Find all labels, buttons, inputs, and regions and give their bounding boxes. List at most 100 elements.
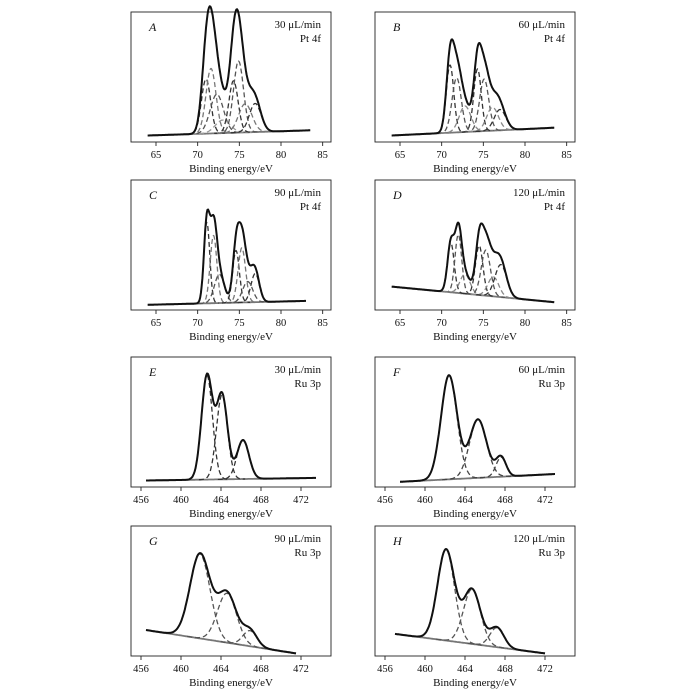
spectrum-envelope (145, 552, 297, 655)
chart-panel-d: 65 70 75 80 85 Binding energy/eV D 120 μL/min Pt… (374, 179, 576, 343)
x-tick-label: 80 (520, 318, 531, 329)
x-axis-label: Binding energy/eV (189, 163, 273, 175)
fit-component-peak (226, 280, 269, 304)
fit-component-peak (461, 68, 494, 133)
fit-component-peak (198, 273, 241, 305)
x-axis-label: Binding energy/eV (433, 331, 517, 343)
x-tick-label: 468 (253, 495, 269, 506)
flow-rate-label: 60 μL/min (518, 19, 565, 31)
fit-component-peak (157, 553, 243, 646)
fit-component-peak (217, 60, 260, 134)
spectrum-envelope (147, 5, 311, 137)
panel-letter: C (149, 188, 158, 202)
fit-component-peak (442, 418, 514, 481)
flow-rate-label: 90 μL/min (274, 187, 321, 199)
orbital-label: Ru 3p (294, 547, 321, 559)
flow-rate-label: 60 μL/min (518, 364, 565, 376)
fit-component-peak (217, 439, 269, 481)
x-tick-label: 460 (173, 495, 189, 506)
plot-frame (374, 179, 576, 311)
x-tick-label: 456 (377, 495, 393, 506)
fit-component-peak (198, 393, 246, 481)
x-tick-label: 85 (561, 150, 572, 161)
fit-component-peak (188, 93, 245, 135)
panel-letter: F (392, 365, 401, 379)
x-tick-label: 472 (537, 495, 553, 506)
plot-frame (374, 525, 576, 657)
x-tick-label: 80 (520, 150, 531, 161)
flow-rate-label: 30 μL/min (274, 19, 321, 31)
x-tick-label: 464 (457, 495, 474, 506)
x-tick-label: 456 (377, 664, 393, 675)
chart-panel-f: 456 460 464 468 472 Binding energy/eV F 60 μL/m… (374, 356, 576, 520)
spectrum-envelope (394, 548, 546, 655)
spectrum-envelope (391, 221, 555, 304)
x-tick-label: 468 (253, 664, 269, 675)
x-tick-label: 456 (133, 664, 149, 675)
x-tick-label: 65 (395, 150, 406, 161)
flow-rate-label: 90 μL/min (274, 533, 321, 545)
x-tick-label: 70 (192, 150, 203, 161)
x-axis-label: Binding energy/eV (189, 331, 273, 343)
x-tick-label: 80 (276, 150, 287, 161)
fit-component-peak (225, 247, 258, 304)
fit-component-peak (183, 374, 231, 481)
x-axis-label: Binding energy/eV (189, 508, 273, 520)
fit-component-peak (464, 78, 504, 133)
chart-panel-h: 456 460 464 468 472 Binding energy/eV H 120 μL/… (374, 525, 576, 689)
x-tick-label: 468 (497, 664, 513, 675)
chart-panel-c: 65 70 75 80 85 Binding energy/eV C 90 μL/min Pt … (130, 179, 332, 343)
panel-letter: E (148, 365, 157, 379)
plot-frame (374, 11, 576, 143)
x-axis-label: Binding energy/eV (433, 677, 517, 689)
plot-frame (374, 356, 576, 488)
flow-rate-label: 120 μL/min (513, 187, 566, 199)
x-tick-label: 75 (234, 318, 245, 329)
x-tick-label: 464 (213, 495, 230, 506)
panel-letter: D (392, 188, 402, 202)
panel-letter: A (148, 20, 157, 34)
fit-component-peak (410, 548, 482, 646)
orbital-label: Pt 4f (300, 33, 321, 45)
orbital-label: Pt 4f (544, 33, 565, 45)
fit-component-peak (440, 105, 490, 134)
spectrum-envelope (391, 38, 555, 137)
fit-component-peak (476, 263, 526, 301)
x-tick-label: 472 (293, 664, 309, 675)
plot-frame (130, 356, 332, 488)
chart-panel-e: 456 460 464 468 472 Binding energy/eV E 30 μL/m… (130, 356, 332, 520)
fit-component-peak (191, 119, 255, 135)
x-tick-label: 85 (317, 150, 328, 161)
x-tick-label: 456 (133, 495, 149, 506)
x-tick-label: 464 (213, 664, 230, 675)
x-tick-label: 460 (173, 664, 189, 675)
plot-frame (130, 11, 332, 143)
spectrum-envelope (145, 372, 317, 482)
spectrum-envelope (399, 374, 556, 483)
flow-rate-label: 30 μL/min (274, 364, 321, 376)
x-tick-label: 75 (478, 318, 489, 329)
fit-component-peak (214, 80, 253, 135)
panel-letter: B (393, 20, 401, 34)
x-tick-label: 80 (276, 318, 287, 329)
fit-component-peak (186, 592, 268, 650)
x-tick-label: 75 (478, 150, 489, 161)
x-tick-label: 464 (457, 664, 474, 675)
fit-component-peak (475, 108, 525, 133)
fit-component-peak (468, 106, 517, 133)
x-tick-label: 65 (151, 150, 162, 161)
chart-panel-g: 456 460 464 468 472 Binding energy/eV G 90 μL/m… (130, 525, 332, 689)
orbital-label: Pt 4f (300, 201, 321, 213)
x-tick-label: 460 (417, 495, 433, 506)
flow-rate-label: 120 μL/min (513, 533, 566, 545)
spectrum-envelope (147, 208, 307, 306)
fit-component-peak (221, 249, 250, 304)
x-tick-label: 75 (234, 150, 245, 161)
fit-component-peak (186, 78, 226, 135)
x-axis-label: Binding energy/eV (433, 163, 517, 175)
orbital-label: Ru 3p (294, 378, 321, 390)
fit-component-peak (436, 588, 508, 650)
fit-component-peak (199, 234, 228, 305)
x-axis-label: Binding energy/eV (433, 508, 517, 520)
